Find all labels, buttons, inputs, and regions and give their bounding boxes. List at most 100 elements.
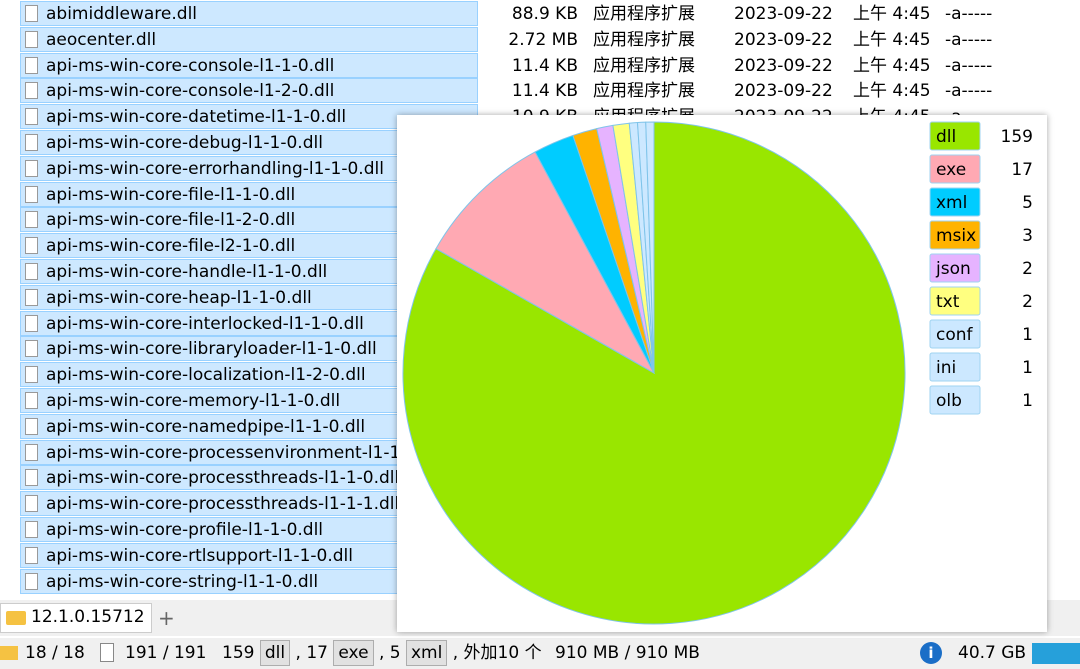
legend-label: olb [936,391,962,411]
tab[interactable]: 12.1.0.15712 [0,603,152,633]
file-icon [25,134,38,151]
file-icon [25,263,38,280]
file-name: api-ms-win-core-datetime-l1-1-0.dll [46,107,347,128]
row-selection [20,26,478,52]
file-name: api-ms-win-core-rtlsupport-l1-1-0.dll [46,545,353,566]
info-icon[interactable]: i [920,642,942,664]
file-name: api-ms-win-core-errorhandling-l1-1-0.dll [46,158,384,179]
file-name: api-ms-win-core-file-l1-2-0.dll [46,210,296,231]
status-bar: 18 / 18 191 / 191 159 dll , 17 exe , 5 x… [0,638,1080,669]
file-name: api-ms-win-core-file-l1-1-0.dll [46,184,296,205]
legend-value: 2 [1022,292,1033,312]
file-icon [25,211,38,229]
file-icon [25,340,38,358]
type-summary: 159 dll , 17 exe , 5 xml , 外加10 个 [222,638,542,669]
file-icon [25,5,38,22]
file-icon [25,314,38,332]
file-size: 11.4 KB [511,55,578,76]
file-name: api-ms-win-core-file-l2-1-0.dll [46,236,296,257]
file-name: aeocenter.dll [46,29,157,50]
file-icon [25,159,38,177]
file-date: 2023-09-22 [734,55,833,76]
file-time: 上午 4:45 [853,29,931,50]
file-attr: -a----- [945,81,993,102]
disk-bar [1032,643,1080,664]
add-tab[interactable]: + [158,606,175,630]
type-count: 159 [222,643,255,663]
legend-swatch [929,187,981,217]
legend-label: json [935,259,971,279]
tab-label: 12.1.0.15712 [31,607,145,627]
file-attr: -a----- [945,55,993,76]
file-row: api-ms-win-core-localization-l1-2-0.dll [0,362,1080,388]
file-size: 88.9 KB [511,4,578,24]
file-date: 2023-09-22 [734,81,833,102]
legend-swatch [929,319,981,349]
file-name: abimiddleware.dll [46,4,198,24]
legend-label: xml [936,193,967,213]
legend-swatch [929,121,981,151]
legend-value: 1 [1022,391,1033,411]
file-date: 2023-09-22 [734,29,833,50]
file-name: api-ms-win-core-profile-l1-1-0.dll [46,520,324,540]
file-icon [25,392,38,409]
legend-swatch [929,220,981,250]
legend-value: 17 [1011,160,1033,180]
size-summary: 910 MB / 910 MB [555,643,700,663]
free-space: 40.7 GB [958,643,1027,663]
file-name: api-ms-win-core-console-l1-2-0.dll [46,81,335,102]
file-icon [25,495,38,513]
file-attr: -a----- [945,4,993,24]
file-name: api-ms-win-core-string-l1-1-0.dll [46,571,319,592]
folder-icon [0,646,18,660]
legend-label: exe [936,160,966,180]
legend-value: 3 [1022,226,1033,246]
file-date: 2023-09-22 [734,4,833,24]
file-icon [25,469,38,487]
type-tag: xml [405,640,448,666]
file-time: 上午 4:45 [853,55,931,76]
file-size: 11.4 KB [511,81,578,102]
file-icon [25,443,38,461]
type-tag: exe [333,640,374,666]
file-time: 上午 4:45 [853,4,931,24]
file-name: api-ms-win-core-interlocked-l1-1-0.dll [46,313,364,334]
file-icon [25,546,38,564]
file-icon [25,288,38,306]
file-size: 2.72 MB [508,29,578,50]
file-name: api-ms-win-core-console-l1-1-0.dll [46,55,335,76]
file-count: 191 / 191 [125,643,207,663]
type-count: , 5 [378,643,401,663]
row-selection [20,1,478,26]
file-name: api-ms-win-core-handle-l1-1-0.dll [46,262,328,282]
file-name: api-ms-win-core-localization-l1-2-0.dll [46,365,366,386]
file-row: api-ms-win-core-console-l1-1-0.dll 11.4 K… [0,52,1080,79]
file-icon [25,237,38,255]
legend-label: conf [936,325,974,345]
legend-value: 159 [1001,127,1033,147]
file-name: api-ms-win-core-namedpipe-l1-1-0.dll [46,416,366,437]
file-type: 应用程序扩展 [593,81,695,102]
file-icon [25,30,38,48]
file-type: 应用程序扩展 [593,4,695,24]
file-icon [25,56,38,74]
legend-value: 1 [1022,325,1033,345]
type-count: , 17 [295,643,328,663]
legend-label: dll [936,127,956,147]
legend-value: 5 [1022,193,1033,213]
file-icon [25,521,38,538]
legend-label: msix [936,226,976,246]
file-time: 上午 4:45 [853,81,931,102]
legend-swatch [929,385,981,415]
legend-swatch [929,352,981,382]
folder-icon [6,611,26,625]
file-icon [100,643,114,662]
file-icon [25,185,38,203]
folder-count: 18 / 18 [25,643,85,663]
row-selection [20,78,478,104]
file-name: api-ms-win-core-libraryloader-l1-1-0.dll [46,339,377,360]
legend-value: 1 [1022,358,1033,378]
file-type: 应用程序扩展 [593,29,695,50]
file-name: api-ms-win-core-processenvironment-l1-1-… [46,442,443,463]
